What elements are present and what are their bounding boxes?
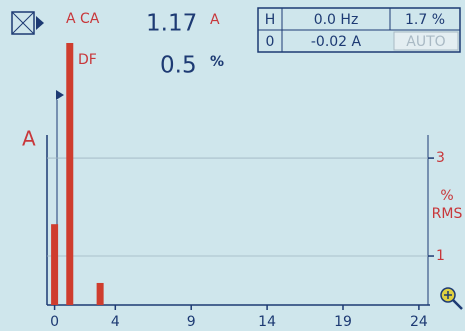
x-tick-label: 4 [111,314,120,330]
df-value: 0.5 [160,53,197,79]
reading: 1.17 [146,11,197,37]
table-cell: 0 [266,34,275,50]
df-unit: % [210,54,224,70]
x-tick-label: 24 [410,314,428,330]
screen: A CA 1.17 A DF 0.5 % H 0.0 Hz 1.7 % 0 -0… [0,0,465,331]
bar [66,43,73,305]
bar [97,283,104,305]
measure-label: A CA [66,11,100,27]
x-tick-label: 19 [334,314,352,330]
auto-button[interactable]: AUTO [406,34,445,50]
df-label: DF [78,52,97,68]
x-tick-label: 14 [258,314,276,330]
table-cell: 1.7 % [405,12,445,28]
table-cell: -0.02 A [311,34,362,50]
reading-unit: A [210,12,220,28]
y-tick-label: 1 [436,248,445,264]
table-cell: 0.0 Hz [314,12,359,28]
x-tick-label: 9 [187,314,196,330]
y-label: % [440,188,453,204]
bar [51,224,58,305]
x-tick-label: 0 [50,314,59,330]
y-label: RMS [432,206,463,222]
table-cell: H [265,12,276,28]
page: {"header": {"measure": "A CA", "reading"… [0,0,465,331]
y-tick-label: 3 [436,150,445,166]
unit-label: A [22,127,36,151]
